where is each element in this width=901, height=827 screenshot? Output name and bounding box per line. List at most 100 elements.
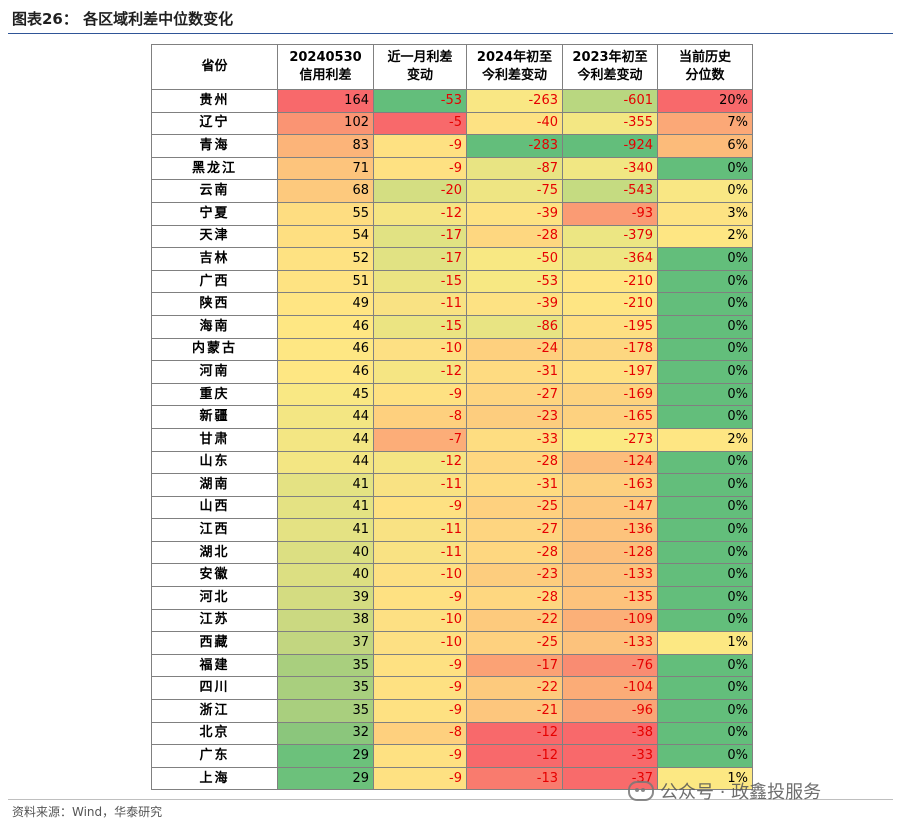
ytd23-cell: -133 xyxy=(562,631,658,655)
ytd24-cell: -27 xyxy=(466,382,563,407)
pct-cell: 1% xyxy=(657,631,753,655)
province-cell: 陕西 xyxy=(151,292,278,316)
figure-title: 图表26： 各区域利差中位数变化 xyxy=(12,10,234,28)
m1-cell: -11 xyxy=(373,518,467,542)
ytd24-cell: -28 xyxy=(466,586,563,610)
spread-cell: 46 xyxy=(277,337,374,362)
m1-cell: -9 xyxy=(373,676,467,701)
ytd24-cell: -25 xyxy=(466,631,563,655)
pct-cell: 0% xyxy=(657,156,753,181)
pct-cell: 6% xyxy=(657,134,753,158)
spread-cell: 38 xyxy=(277,608,374,633)
m1-cell: -7 xyxy=(373,427,467,452)
table-row: 广西 51 -15 -53 -210 0% xyxy=(151,269,753,294)
ytd23-cell: -379 xyxy=(562,224,658,249)
province-cell: 贵州 xyxy=(151,89,278,113)
ytd23-cell: -76 xyxy=(562,653,658,678)
m1-cell: -17 xyxy=(373,247,467,271)
spread-cell: 44 xyxy=(277,427,374,452)
table-row: 黑龙江 71 -9 -87 -340 0% xyxy=(151,156,753,181)
spread-cell: 41 xyxy=(277,495,374,520)
table-row: 海南 46 -15 -86 -195 0% xyxy=(151,314,753,339)
province-cell: 湖南 xyxy=(151,473,278,497)
m1-cell: -12 xyxy=(373,450,467,475)
spread-cell: 71 xyxy=(277,156,374,181)
spread-cell: 44 xyxy=(277,450,374,475)
pct-cell: 3% xyxy=(657,201,753,226)
header-ytd-2023: 2023年初至 今利差变动 xyxy=(562,44,658,90)
ytd23-cell: -124 xyxy=(562,450,658,475)
spread-cell: 51 xyxy=(277,269,374,294)
ytd24-cell: -53 xyxy=(466,269,563,294)
table-row: 云南 68 -20 -75 -543 0% xyxy=(151,179,753,203)
ytd23-cell: -210 xyxy=(562,292,658,316)
spread-cell: 49 xyxy=(277,292,374,316)
province-cell: 云南 xyxy=(151,179,278,203)
ytd23-cell: -210 xyxy=(562,269,658,294)
ytd24-cell: -28 xyxy=(466,540,563,565)
ytd23-cell: -340 xyxy=(562,156,658,181)
province-cell: 甘肃 xyxy=(151,427,278,452)
table-row: 内蒙古 46 -10 -24 -178 0% xyxy=(151,337,753,362)
table-row: 辽宁 102 -5 -40 -355 7% xyxy=(151,111,753,136)
ytd23-cell: -109 xyxy=(562,608,658,633)
spread-cell: 44 xyxy=(277,405,374,429)
table-row: 宁夏 55 -12 -39 -93 3% xyxy=(151,201,753,226)
ytd24-cell: -12 xyxy=(466,744,563,768)
ytd23-cell: -169 xyxy=(562,382,658,407)
table-row: 贵州 164 -53 -263 -601 20% xyxy=(151,89,753,113)
m1-cell: -10 xyxy=(373,563,467,588)
m1-cell: -15 xyxy=(373,314,467,339)
ytd24-cell: -28 xyxy=(466,450,563,475)
province-cell: 天津 xyxy=(151,224,278,249)
pct-cell: 1% xyxy=(657,766,753,791)
ytd24-cell: -28 xyxy=(466,224,563,249)
m1-cell: -53 xyxy=(373,89,467,113)
province-cell: 内蒙古 xyxy=(151,337,278,362)
header-ytd-2024: 2024年初至 今利差变动 xyxy=(466,44,563,90)
pct-cell: 0% xyxy=(657,744,753,768)
pct-cell: 0% xyxy=(657,314,753,339)
table-row: 甘肃 44 -7 -33 -273 2% xyxy=(151,427,753,452)
table-row: 山西 41 -9 -25 -147 0% xyxy=(151,495,753,520)
table-row: 河南 46 -12 -31 -197 0% xyxy=(151,360,753,384)
spread-cell: 45 xyxy=(277,382,374,407)
pct-cell: 2% xyxy=(657,427,753,452)
table-row: 江苏 38 -10 -22 -109 0% xyxy=(151,608,753,633)
footer-divider xyxy=(8,799,893,800)
ytd24-cell: -27 xyxy=(466,518,563,542)
spread-cell: 83 xyxy=(277,134,374,158)
table-row: 安徽 40 -10 -23 -133 0% xyxy=(151,563,753,588)
spread-table: 省份 20240530 信用利差 近一月利差 变动 2024年初至 今利差变动 202… xyxy=(151,44,753,791)
province-cell: 广西 xyxy=(151,269,278,294)
spread-cell: 41 xyxy=(277,518,374,542)
m1-cell: -20 xyxy=(373,179,467,203)
ytd23-cell: -165 xyxy=(562,405,658,429)
spread-cell: 32 xyxy=(277,721,374,746)
m1-cell: -11 xyxy=(373,292,467,316)
ytd24-cell: -87 xyxy=(466,156,563,181)
province-cell: 西藏 xyxy=(151,631,278,655)
spread-cell: 37 xyxy=(277,631,374,655)
ytd23-cell: -355 xyxy=(562,111,658,136)
wechat-icon xyxy=(628,781,654,801)
table-row: 陕西 49 -11 -39 -210 0% xyxy=(151,292,753,316)
pct-cell: 0% xyxy=(657,179,753,203)
province-cell: 黑龙江 xyxy=(151,156,278,181)
ytd23-cell: -96 xyxy=(562,699,658,723)
ytd23-cell: -93 xyxy=(562,201,658,226)
spread-cell: 55 xyxy=(277,201,374,226)
province-cell: 青海 xyxy=(151,134,278,158)
source-note: 资料来源：Wind，华泰研究 xyxy=(12,805,163,819)
spread-cell: 102 xyxy=(277,111,374,136)
pct-cell: 0% xyxy=(657,586,753,610)
table-row: 上海 29 -9 -13 -37 1% xyxy=(151,766,753,791)
spread-cell: 164 xyxy=(277,89,374,113)
ytd23-cell: -128 xyxy=(562,540,658,565)
ytd23-cell: -364 xyxy=(562,247,658,271)
pct-cell: 0% xyxy=(657,653,753,678)
m1-cell: -8 xyxy=(373,405,467,429)
pct-cell: 0% xyxy=(657,676,753,701)
table-row: 江西 41 -11 -27 -136 0% xyxy=(151,518,753,542)
ytd24-cell: -75 xyxy=(466,179,563,203)
